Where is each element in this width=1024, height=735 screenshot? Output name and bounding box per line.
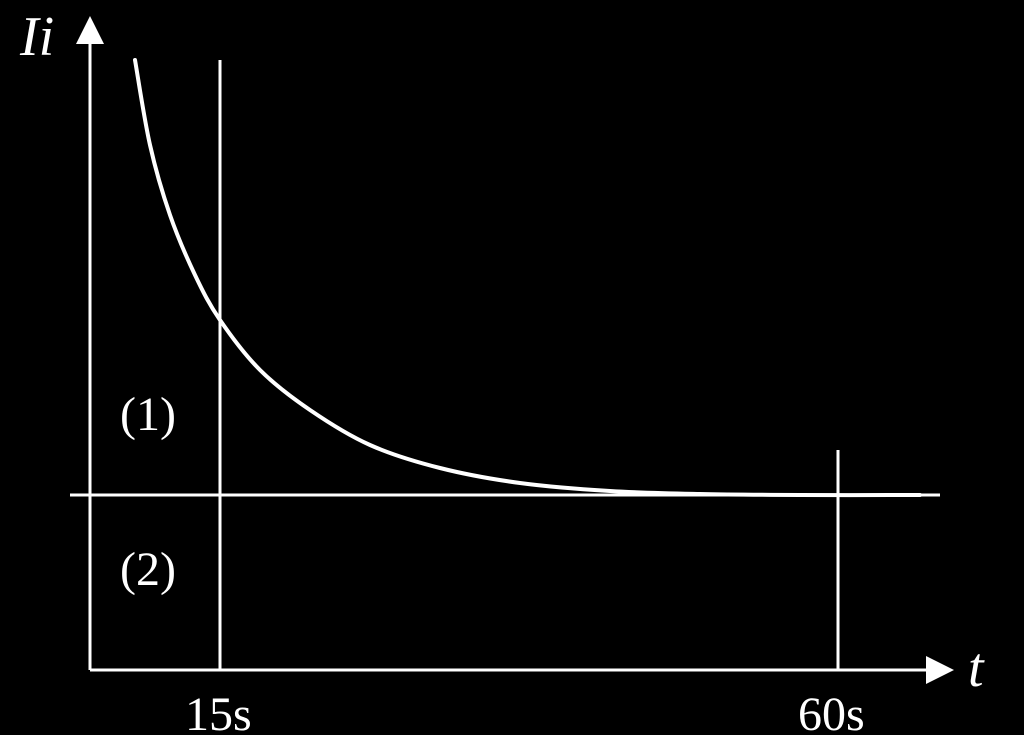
x-tick-label: 60s: [798, 688, 865, 735]
decay-curve-chart: 15s 60s (1) (2) Ii t: [0, 0, 1024, 735]
region-label: (1): [120, 388, 176, 441]
chart-background: [0, 0, 1024, 735]
x-axis-label: t: [968, 637, 985, 699]
x-tick-label: 15s: [185, 688, 252, 735]
region-label: (2): [120, 543, 176, 596]
y-axis-label: Ii: [19, 6, 54, 68]
